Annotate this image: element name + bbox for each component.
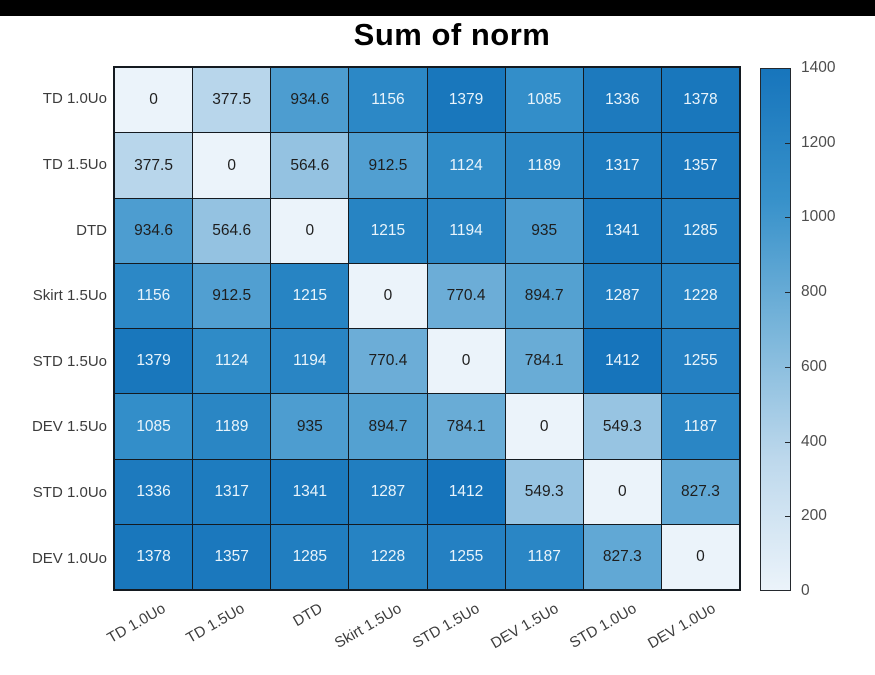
- heatmap-cell: 0: [427, 329, 505, 394]
- heatmap-cell: 0: [271, 198, 349, 263]
- heatmap-cell: 894.7: [505, 263, 583, 328]
- heatmap-grid: 0 377.5 934.6 1156 1379 1085 1336 1378 377.5 0 564…: [113, 66, 741, 591]
- colorbar-tick-label: 0: [801, 582, 810, 599]
- heatmap-cell: 1287: [583, 263, 661, 328]
- colorbar-tick-label: 600: [801, 357, 827, 375]
- heatmap-cell: 0: [349, 263, 427, 328]
- heatmap-cell: 0: [115, 68, 193, 133]
- colorbar-tick-label: 400: [801, 432, 827, 450]
- heatmap-cell: 1357: [193, 524, 271, 589]
- heatmap-cell: 1187: [505, 524, 583, 589]
- top-black-bar: [0, 0, 875, 16]
- heatmap-cell: 1378: [661, 68, 739, 133]
- heatmap-cell: 1189: [505, 133, 583, 198]
- heatmap-cell: 1255: [661, 329, 739, 394]
- colorbar-tick-label: 1200: [801, 133, 836, 151]
- heatmap-cell: 1317: [583, 133, 661, 198]
- heatmap-cell: 1378: [115, 524, 193, 589]
- heatmap-cell: 935: [505, 198, 583, 263]
- colorbar: [760, 68, 791, 591]
- colorbar-tick-label: 800: [801, 283, 827, 301]
- y-axis-tick-labels: TD 1.0Uo TD 1.5Uo DTD Skirt 1.5Uo STD 1.5Uo D…: [0, 66, 107, 591]
- colorbar-tick-mark: [785, 516, 790, 518]
- heatmap-cell: 934.6: [115, 198, 193, 263]
- heatmap-cell: 1215: [349, 198, 427, 263]
- heatmap-cell: 1287: [349, 459, 427, 524]
- chart-title: Sum of norm: [353, 17, 551, 52]
- heatmap-cell: 1412: [427, 459, 505, 524]
- heatmap-cell: 934.6: [271, 68, 349, 133]
- heatmap-cell: 1085: [115, 394, 193, 459]
- heatmap-cell: 0: [661, 524, 739, 589]
- colorbar-tick-label: 1000: [801, 208, 836, 226]
- y-tick-label: STD 1.0Uo: [32, 484, 107, 502]
- heatmap-cell: 1341: [583, 198, 661, 263]
- heatmap-cell: 0: [193, 133, 271, 198]
- heatmap-cell: 1412: [583, 329, 661, 394]
- heatmap-cell: 1317: [193, 459, 271, 524]
- heatmap-cell: 564.6: [271, 133, 349, 198]
- colorbar-tick-mark: [785, 441, 790, 443]
- heatmap-cell: 827.3: [583, 524, 661, 589]
- colorbar-tick-mark: [785, 292, 790, 294]
- heatmap-cell: 377.5: [115, 133, 193, 198]
- heatmap-cell: 784.1: [505, 329, 583, 394]
- heatmap-cell: 549.3: [505, 459, 583, 524]
- heatmap-cell: 770.4: [427, 263, 505, 328]
- heatmap-cell: 935: [271, 394, 349, 459]
- heatmap-cell: 1085: [505, 68, 583, 133]
- heatmap-cell: 1341: [271, 459, 349, 524]
- heatmap-cell: 1379: [115, 329, 193, 394]
- heatmap-cell: 912.5: [193, 263, 271, 328]
- heatmap-cell: 549.3: [583, 394, 661, 459]
- y-tick-label: Skirt 1.5Uo: [32, 287, 107, 305]
- heatmap-cell: 564.6: [193, 198, 271, 263]
- heatmap-cell: 1215: [271, 263, 349, 328]
- heatmap-cell: 1336: [583, 68, 661, 133]
- colorbar-tick-label: 1400: [801, 59, 836, 76]
- heatmap-cell: 1285: [661, 198, 739, 263]
- y-tick-label: DTD: [76, 221, 107, 239]
- colorbar-tick-mark: [785, 366, 790, 368]
- heatmap-cell: 1228: [661, 263, 739, 328]
- colorbar-tick-mark: [785, 142, 790, 144]
- heatmap-cell: 1156: [115, 263, 193, 328]
- heatmap-cell: 770.4: [349, 329, 427, 394]
- heatmap-cell: 827.3: [661, 459, 739, 524]
- heatmap-cell: 377.5: [193, 68, 271, 133]
- heatmap-cell: 1379: [427, 68, 505, 133]
- heatmap-cell: 1357: [661, 133, 739, 198]
- y-tick-label: DEV 1.0Uo: [31, 549, 107, 567]
- heatmap-cell: 784.1: [427, 394, 505, 459]
- colorbar-tick-mark: [785, 217, 790, 219]
- colorbar-tick-label: 200: [801, 507, 827, 525]
- heatmap-cell: 1336: [115, 459, 193, 524]
- heatmap-cell: 0: [583, 459, 661, 524]
- heatmap-cell: 1255: [427, 524, 505, 589]
- heatmap-cell: 1124: [427, 133, 505, 198]
- heatmap-cell: 1194: [427, 198, 505, 263]
- heatmap-cell: 1228: [349, 524, 427, 589]
- y-tick-label: DEV 1.5Uo: [31, 418, 107, 436]
- y-tick-label: STD 1.5Uo: [32, 352, 107, 370]
- y-tick-label: TD 1.5Uo: [42, 155, 107, 173]
- heatmap-cell: 894.7: [349, 394, 427, 459]
- heatmap-cell: 1285: [271, 524, 349, 589]
- heatmap-cell: 1189: [193, 394, 271, 459]
- y-tick-label: TD 1.0Uo: [42, 90, 107, 108]
- heatmap-cell: 1124: [193, 329, 271, 394]
- heatmap-cell: 912.5: [349, 133, 427, 198]
- heatmap-cell: 1187: [661, 394, 739, 459]
- heatmap-cell: 0: [505, 394, 583, 459]
- heatmap-cell: 1156: [349, 68, 427, 133]
- heatmap-cell: 1194: [271, 329, 349, 394]
